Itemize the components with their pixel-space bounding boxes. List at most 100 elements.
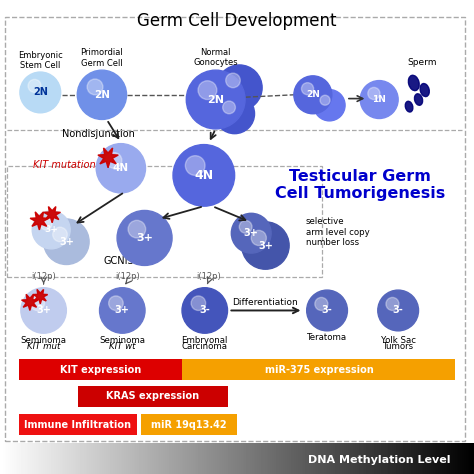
- Text: Teratoma: Teratoma: [307, 333, 347, 342]
- Text: KIT mut: KIT mut: [27, 342, 60, 351]
- Circle shape: [128, 220, 146, 238]
- Text: Carcinoma: Carcinoma: [182, 342, 228, 351]
- Text: 3-: 3-: [322, 305, 332, 316]
- Text: Primordial
Germ Cell: Primordial Germ Cell: [81, 48, 123, 68]
- Circle shape: [226, 73, 240, 88]
- Text: Normal
Gonocytes: Normal Gonocytes: [193, 48, 238, 67]
- Polygon shape: [98, 148, 118, 168]
- Circle shape: [301, 82, 314, 95]
- Ellipse shape: [414, 94, 423, 105]
- Circle shape: [314, 90, 345, 121]
- Text: 3+: 3+: [59, 237, 74, 247]
- Text: 3-: 3-: [393, 305, 403, 316]
- Text: Embryonal: Embryonal: [182, 336, 228, 345]
- Text: 2N: 2N: [94, 90, 110, 100]
- Circle shape: [320, 95, 330, 105]
- Ellipse shape: [405, 101, 413, 112]
- Circle shape: [239, 220, 252, 233]
- Circle shape: [251, 230, 266, 246]
- Circle shape: [191, 296, 206, 310]
- Circle shape: [109, 296, 123, 310]
- Circle shape: [21, 288, 66, 333]
- Circle shape: [173, 145, 235, 206]
- Circle shape: [30, 296, 45, 310]
- Circle shape: [378, 290, 419, 331]
- Circle shape: [186, 70, 245, 129]
- Circle shape: [40, 218, 52, 230]
- Circle shape: [53, 227, 67, 242]
- Text: Yolk Sac: Yolk Sac: [381, 336, 416, 345]
- Circle shape: [294, 76, 332, 114]
- Text: Germ Cell Development: Germ Cell Development: [137, 12, 337, 30]
- Text: 3+: 3+: [244, 228, 259, 238]
- Text: 2N: 2N: [207, 94, 224, 105]
- Text: KIT mutation: KIT mutation: [33, 160, 96, 170]
- Text: 4N: 4N: [113, 163, 129, 173]
- Circle shape: [215, 94, 255, 134]
- Text: Tumors: Tumors: [383, 342, 414, 351]
- Text: GCNIS: GCNIS: [103, 256, 134, 266]
- FancyBboxPatch shape: [78, 386, 228, 407]
- Text: KIT expression: KIT expression: [60, 365, 141, 375]
- Text: Seminoma: Seminoma: [20, 336, 67, 345]
- Text: miR 19q13.42: miR 19q13.42: [151, 419, 227, 429]
- Text: 3+: 3+: [258, 240, 273, 251]
- Text: Differentiation: Differentiation: [233, 298, 298, 307]
- Polygon shape: [33, 290, 48, 304]
- Circle shape: [198, 81, 217, 100]
- Circle shape: [20, 72, 61, 113]
- Polygon shape: [21, 294, 38, 310]
- Circle shape: [32, 211, 70, 249]
- Polygon shape: [30, 212, 48, 230]
- FancyBboxPatch shape: [182, 359, 456, 380]
- Circle shape: [242, 222, 289, 269]
- Circle shape: [77, 70, 127, 119]
- Text: KRAS expression: KRAS expression: [106, 392, 200, 401]
- Circle shape: [185, 155, 205, 175]
- Circle shape: [368, 87, 380, 100]
- Text: 3+: 3+: [115, 305, 130, 316]
- Circle shape: [182, 288, 228, 333]
- Circle shape: [217, 65, 262, 110]
- Text: DNA Methylation Level: DNA Methylation Level: [308, 455, 450, 465]
- Text: selective
arm level copy
number loss: selective arm level copy number loss: [306, 218, 369, 247]
- FancyBboxPatch shape: [18, 414, 137, 435]
- Circle shape: [307, 290, 347, 331]
- Text: KIT wt: KIT wt: [109, 342, 136, 351]
- Text: i(12p): i(12p): [31, 272, 56, 281]
- Text: 1N: 1N: [372, 95, 386, 104]
- Circle shape: [360, 81, 398, 118]
- Circle shape: [87, 79, 103, 95]
- Text: Sperm: Sperm: [407, 58, 437, 67]
- Text: Nondisjunction: Nondisjunction: [62, 129, 135, 139]
- Text: 3-: 3-: [200, 305, 210, 316]
- Circle shape: [44, 219, 89, 264]
- Text: Embryonic
Stem Cell: Embryonic Stem Cell: [18, 51, 63, 70]
- Text: i(12p): i(12p): [196, 272, 221, 281]
- FancyBboxPatch shape: [141, 414, 237, 435]
- Circle shape: [28, 79, 41, 92]
- Circle shape: [100, 288, 145, 333]
- Circle shape: [106, 153, 122, 168]
- Circle shape: [231, 213, 271, 253]
- Text: 2N: 2N: [33, 87, 48, 98]
- Circle shape: [315, 297, 328, 310]
- Ellipse shape: [409, 75, 419, 91]
- Text: 2N: 2N: [306, 91, 320, 99]
- Text: 3+: 3+: [136, 233, 153, 243]
- Text: Immune Infiltration: Immune Infiltration: [24, 419, 131, 429]
- Circle shape: [386, 297, 399, 310]
- Circle shape: [117, 210, 172, 265]
- Text: 3+: 3+: [44, 226, 58, 234]
- Text: 4N: 4N: [194, 169, 213, 182]
- Circle shape: [223, 101, 236, 114]
- FancyBboxPatch shape: [18, 359, 182, 380]
- Text: miR-375 expression: miR-375 expression: [264, 365, 374, 375]
- Text: 3+: 3+: [36, 305, 51, 316]
- Polygon shape: [44, 207, 61, 223]
- Text: Seminoma: Seminoma: [99, 336, 146, 345]
- Ellipse shape: [420, 83, 429, 97]
- Circle shape: [96, 144, 146, 193]
- Text: Testicular Germ
Cell Tumorigenesis: Testicular Germ Cell Tumorigenesis: [275, 169, 446, 201]
- Text: i(12p): i(12p): [116, 272, 140, 281]
